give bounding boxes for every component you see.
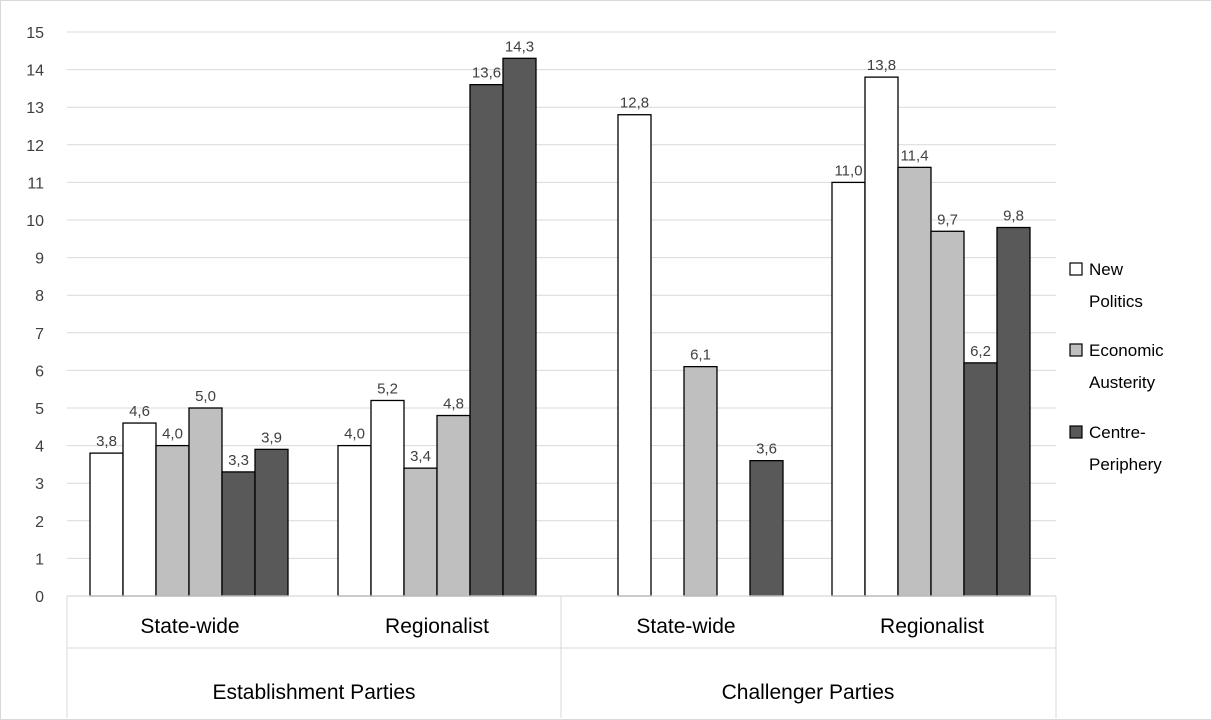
y-tick-label: 2 xyxy=(35,514,44,531)
data-label: 12,8 xyxy=(620,95,649,112)
legend-label: Periphery xyxy=(1089,455,1162,474)
data-label: 13,8 xyxy=(867,57,896,74)
y-tick-label: 4 xyxy=(35,439,44,456)
data-label: 4,0 xyxy=(162,426,183,443)
data-label: 11,4 xyxy=(900,147,928,164)
data-label: 5,2 xyxy=(377,380,398,397)
legend-swatch xyxy=(1069,425,1083,439)
y-tick-label: 7 xyxy=(35,326,44,343)
data-label: 9,7 xyxy=(937,211,958,228)
bar xyxy=(864,76,899,597)
bar xyxy=(897,166,932,597)
x-subcategory-label: State-wide xyxy=(140,615,239,638)
x-group-label: Establishment Parties xyxy=(212,681,415,704)
data-label: 4,8 xyxy=(443,396,464,413)
data-label: 4,6 xyxy=(129,403,150,420)
bar xyxy=(996,226,1031,597)
bar xyxy=(89,452,124,597)
bar xyxy=(749,459,784,597)
y-tick-label: 8 xyxy=(35,288,44,305)
y-tick-label: 15 xyxy=(26,25,44,42)
data-label: 3,8 xyxy=(96,433,117,450)
legend-label: New xyxy=(1089,260,1124,279)
data-label: 9,8 xyxy=(1003,208,1024,225)
data-label: 6,1 xyxy=(690,347,711,364)
bar xyxy=(502,57,537,597)
legend-swatch xyxy=(1069,343,1083,357)
bar xyxy=(254,448,289,597)
legend-label: Austerity xyxy=(1089,373,1156,392)
legend-label: Centre- xyxy=(1089,423,1146,442)
bar xyxy=(188,407,223,597)
x-subcategory-label: State-wide xyxy=(636,615,735,638)
bar xyxy=(930,230,965,597)
y-tick-label: 6 xyxy=(35,363,44,380)
bar xyxy=(370,399,405,597)
y-tick-label: 0 xyxy=(35,589,44,606)
y-tick-label: 13 xyxy=(26,100,44,117)
bar xyxy=(831,181,866,597)
bar xyxy=(337,444,372,597)
bar xyxy=(221,471,256,597)
y-tick-label: 12 xyxy=(26,138,44,155)
bar xyxy=(963,362,998,597)
data-label: 3,4 xyxy=(410,448,431,465)
x-subcategory-label: Regionalist xyxy=(880,615,984,638)
bar xyxy=(469,83,504,597)
bar xyxy=(155,444,190,597)
bar xyxy=(436,414,471,597)
y-tick-label: 14 xyxy=(26,63,44,80)
y-tick-label: 3 xyxy=(35,476,44,493)
data-label: 5,0 xyxy=(195,388,216,405)
data-label: 3,3 xyxy=(228,452,249,469)
data-label: 13,6 xyxy=(472,65,501,82)
y-tick-label: 1 xyxy=(35,551,44,568)
data-label: 11,0 xyxy=(834,162,862,179)
legend-label: Politics xyxy=(1089,292,1143,311)
y-tick-label: 11 xyxy=(27,175,44,192)
bar xyxy=(403,467,438,597)
bar xyxy=(122,422,157,597)
data-label: 4,0 xyxy=(344,426,365,443)
bar xyxy=(683,365,718,597)
y-tick-label: 5 xyxy=(35,401,44,418)
legend-label: Economic xyxy=(1089,341,1164,360)
data-label: 3,9 xyxy=(261,429,282,446)
y-tick-label: 10 xyxy=(26,213,44,230)
bar xyxy=(617,114,652,597)
legend-swatch xyxy=(1069,262,1083,276)
x-subcategory-label: Regionalist xyxy=(385,615,489,638)
y-tick-label: 9 xyxy=(35,251,44,268)
x-group-label: Challenger Parties xyxy=(722,681,895,704)
data-label: 14,3 xyxy=(505,38,534,55)
data-label: 6,2 xyxy=(970,343,991,360)
data-label: 3,6 xyxy=(756,441,777,458)
